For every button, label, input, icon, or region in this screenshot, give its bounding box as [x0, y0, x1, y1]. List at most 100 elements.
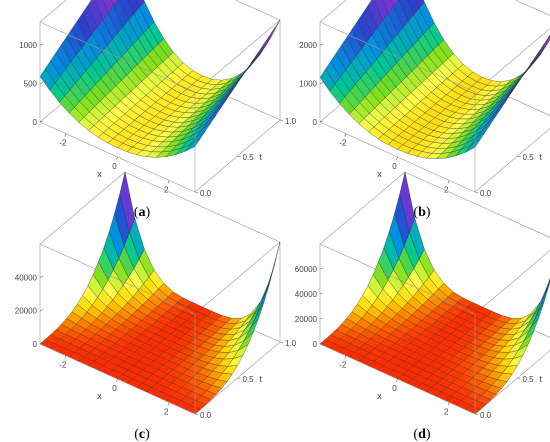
z-tick-label: 1000 — [299, 80, 317, 89]
x-axis-label: x — [97, 391, 102, 401]
surface-patch — [319, 69, 336, 92]
x-tick-label: 0 — [112, 162, 117, 171]
box-edge-back — [234, 0, 281, 21]
t-tick-label: 0.5 — [243, 153, 255, 162]
panel-label: (a) — [134, 205, 151, 220]
surface-patch — [39, 68, 56, 91]
z-tick-mark — [319, 292, 324, 295]
x-tick-mark — [396, 378, 398, 383]
box-edge-back — [404, 171, 550, 238]
t-tick-mark — [517, 377, 521, 380]
surface-patch — [254, 283, 270, 320]
surface-patch — [390, 0, 399, 7]
x-tick-mark — [396, 156, 398, 161]
z-tick-label: 1000 — [19, 41, 37, 50]
x-tick-label: -2 — [59, 139, 67, 148]
z-tick-mark — [39, 309, 44, 311]
z-tick-mark — [39, 43, 44, 46]
x-tick-label: 2 — [164, 185, 169, 194]
box-edge-back — [474, 250, 550, 315]
t-tick-mark — [237, 377, 241, 380]
z-tick-mark — [319, 82, 324, 84]
z-tick-mark — [39, 82, 44, 84]
x-tick-mark — [344, 355, 347, 359]
x-tick-label: -2 — [339, 361, 347, 370]
z-tick-mark — [39, 342, 44, 345]
panel-label: (d) — [413, 427, 430, 442]
surface — [319, 0, 550, 160]
surface — [39, 0, 281, 158]
x-tick-label: 0 — [392, 162, 397, 171]
z-tick-label: 20000 — [295, 315, 318, 324]
t-tick-label: 0.5 — [523, 153, 535, 162]
t-axis-label: t — [260, 152, 263, 162]
t-tick-mark — [279, 341, 284, 344]
box-edge-back — [194, 241, 281, 315]
t-tick-mark — [237, 155, 241, 158]
box-edge-back — [124, 171, 281, 243]
z-tick-mark — [39, 276, 44, 278]
panel-c: 0 20000 40000 -2 0 2 x 0.0 0.5 1.0 t (c) — [15, 171, 297, 442]
t-tick-label: 1.0 — [285, 117, 297, 126]
surface-patch — [135, 0, 145, 8]
x-tick-mark — [64, 355, 67, 359]
t-tick-label: 0.5 — [243, 375, 255, 384]
box-edge-front — [319, 21, 476, 93]
t-tick-mark — [474, 413, 479, 416]
z-tick-label: 0 — [313, 340, 318, 349]
surface-patch — [185, 138, 201, 152]
surface-patch — [534, 283, 550, 320]
x-axis-label: x — [377, 391, 382, 401]
z-tick-mark — [319, 342, 324, 345]
box-edge-back — [319, 171, 406, 245]
x-tick-mark — [344, 133, 347, 137]
box-edge-front — [39, 21, 196, 93]
x-tick-mark — [116, 378, 118, 383]
t-tick-label: 0.0 — [480, 189, 492, 198]
surface — [39, 171, 281, 415]
x-tick-label: -2 — [59, 361, 67, 370]
x-tick-mark — [447, 180, 450, 184]
surface — [319, 171, 550, 415]
surface-patch — [465, 139, 481, 153]
box-edge-front — [319, 243, 476, 315]
z-tick-label: 2000 — [299, 41, 317, 50]
box-edge-back — [39, 0, 67, 23]
x-tick-mark — [167, 180, 170, 184]
panel-a: 0 500 1000 -2 0 2 x 0.0 0.5 1.0 t (a) — [19, 0, 297, 220]
box-edge-back — [319, 0, 347, 23]
x-tick-label: 2 — [164, 407, 169, 416]
t-tick-label: 0.0 — [200, 411, 212, 420]
z-tick-mark — [319, 43, 324, 46]
t-tick-label: 1.0 — [285, 339, 297, 348]
z-tick-label: 60000 — [295, 265, 318, 274]
t-tick-mark — [517, 155, 521, 158]
x-tick-label: 2 — [444, 407, 449, 416]
surface-patch — [510, 71, 526, 86]
box-edge-back — [39, 171, 126, 245]
x-tick-mark — [64, 133, 67, 137]
x-tick-label: 0 — [112, 384, 117, 393]
z-tick-label: 0 — [313, 118, 318, 127]
z-tick-mark — [319, 120, 324, 123]
panel-label: (b) — [413, 205, 430, 220]
z-tick-label: 0 — [33, 118, 38, 127]
z-tick-label: 0 — [33, 340, 38, 349]
z-tick-mark — [319, 317, 324, 320]
z-tick-mark — [39, 120, 44, 123]
t-tick-mark — [194, 191, 199, 194]
z-tick-label: 20000 — [15, 307, 38, 316]
x-axis-label: x — [97, 169, 102, 179]
surface-patch — [110, 0, 118, 6]
z-tick-label: 40000 — [295, 290, 318, 299]
t-tick-label: 0.0 — [480, 411, 492, 420]
panel-label: (c) — [134, 427, 150, 442]
t-axis-label: t — [540, 374, 543, 384]
t-tick-mark — [194, 413, 199, 416]
t-axis-label: t — [260, 374, 263, 384]
t-tick-label: 0.5 — [523, 375, 535, 384]
x-tick-label: -2 — [339, 139, 347, 148]
